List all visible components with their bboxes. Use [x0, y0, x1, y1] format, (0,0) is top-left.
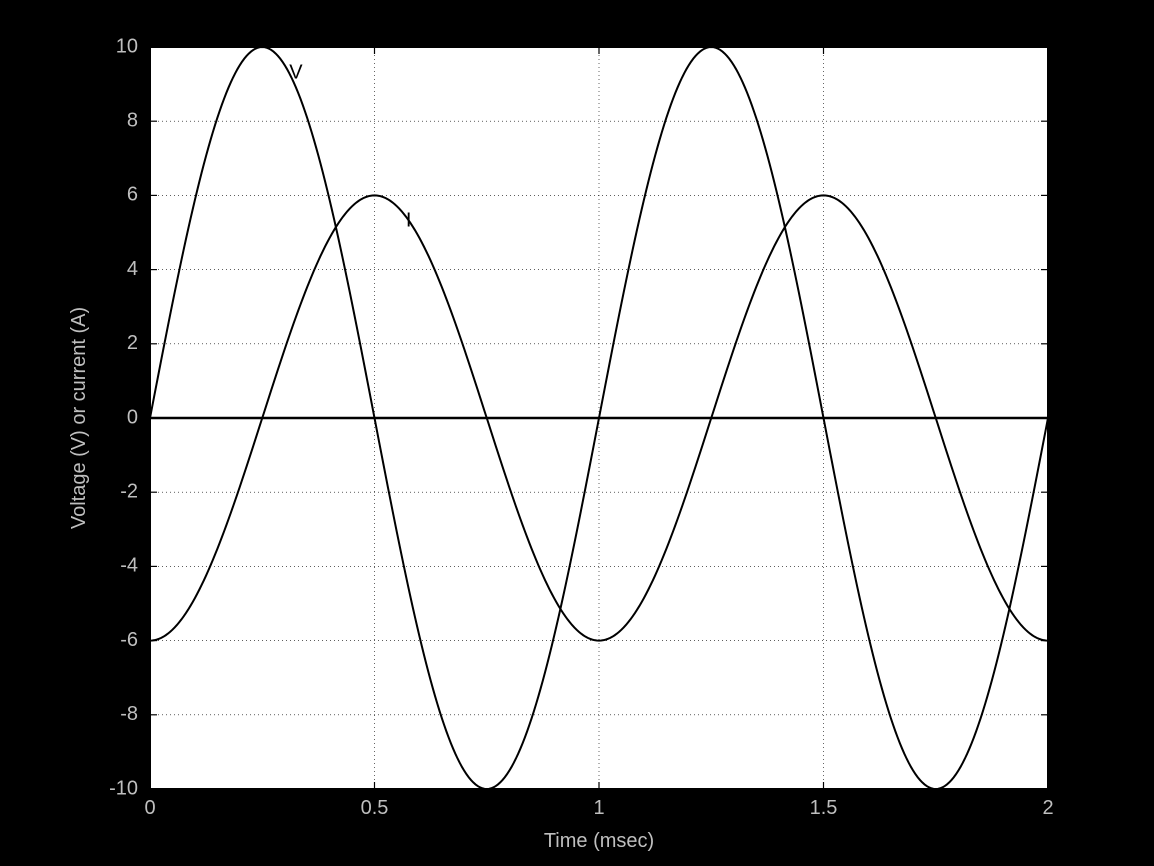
ytick-label: 0 — [127, 406, 138, 428]
ytick-label: 8 — [127, 109, 138, 131]
ytick-label: -2 — [120, 480, 138, 502]
ytick-label: 6 — [127, 184, 138, 206]
ytick-label: -10 — [109, 777, 138, 799]
ytick-label: -8 — [120, 703, 138, 725]
chart-figure: V I 0 0.5 1 1.5 2 -10 -8 -6 -4 -2 0 2 4 6 8 10 Time (msec)… — [0, 0, 1154, 866]
ytick-label: 4 — [127, 258, 138, 280]
xtick-label: 1.5 — [810, 797, 838, 819]
ytick-label: 10 — [116, 35, 138, 57]
xtick-label: 0 — [144, 797, 155, 819]
x-axis-label: Time (msec) — [544, 830, 654, 852]
ytick-label: 2 — [127, 332, 138, 354]
xtick-label: 0.5 — [361, 797, 389, 819]
xtick-label: 2 — [1042, 797, 1053, 819]
ytick-label: -6 — [120, 629, 138, 651]
series-label-v: V — [289, 61, 303, 83]
xtick-label: 1 — [593, 797, 604, 819]
y-axis-label: Voltage (V) or current (A) — [68, 307, 90, 529]
ytick-label: -4 — [120, 555, 138, 577]
series-label-i: I — [406, 210, 412, 232]
